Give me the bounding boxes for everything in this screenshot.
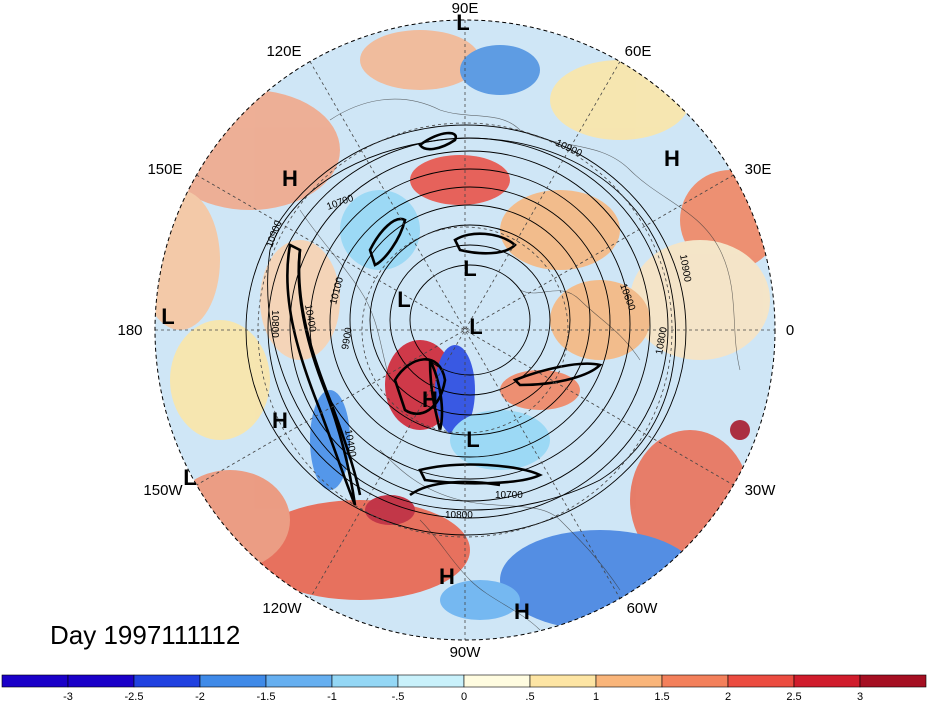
colorbar-swatch <box>397 674 465 688</box>
lon-label-90e: 90E <box>452 0 479 17</box>
colorbar-tick-label: -1 <box>327 691 337 702</box>
colorbar-tick-label: -2 <box>195 691 205 702</box>
contour-label: 10900 <box>677 254 693 284</box>
contour-label: 10800 <box>269 310 280 338</box>
colorbar-swatch <box>331 674 399 688</box>
colorbar-swatch <box>793 674 861 688</box>
colorbar-tick-label: 1 <box>593 691 599 702</box>
high-center: H <box>272 408 288 433</box>
high-center: H <box>514 599 530 624</box>
globe-outline <box>154 19 776 641</box>
colorbar-tick-label: -1.5 <box>257 691 276 702</box>
low-center: L <box>466 427 479 452</box>
jet-contours <box>286 131 603 506</box>
colorbar-tick-label: 2 <box>725 691 731 702</box>
high-center: H <box>282 166 298 191</box>
contour-label: 10800 <box>445 510 473 521</box>
colorbar-tick-label: 3 <box>857 691 863 702</box>
colorbar-tick-label: -3 <box>63 691 73 702</box>
high-center: H <box>664 146 680 171</box>
colorbar-tick-label: 1.5 <box>654 691 669 702</box>
colorbar: -3 -2.5 -2 -1.5 -1 -.5 0 .5 1 1.5 2 2.5 3 <box>1 674 927 702</box>
lon-label-120w: 120W <box>262 600 302 617</box>
colorbar-swatch <box>727 674 795 688</box>
contour-label: 10400 <box>302 304 318 334</box>
lon-label-150e: 150E <box>147 161 182 178</box>
high-center: H <box>422 387 438 412</box>
colorbar-swatch <box>859 674 927 688</box>
lon-label-60e: 60E <box>625 43 652 60</box>
lon-label-60w: 60W <box>627 600 659 617</box>
lon-label-150w: 150W <box>143 482 183 499</box>
colorbar-swatch <box>595 674 663 688</box>
colorbar-tick-label: 0 <box>461 691 467 702</box>
pressure-centers: L H H L L L L H H L L H H <box>161 10 680 624</box>
contour-label: 10700 <box>495 490 523 501</box>
low-center: L <box>456 10 469 35</box>
low-center: L <box>161 304 174 329</box>
contour-label: 10400 <box>342 429 358 459</box>
low-center: L <box>397 287 410 312</box>
lon-label-30w: 30W <box>745 482 777 499</box>
colorbar-swatch <box>265 674 333 688</box>
contour-label: 10800 <box>654 326 670 356</box>
lon-label-0: 0 <box>786 322 794 339</box>
high-center: H <box>439 564 455 589</box>
longitude-labels: 90E 60E 30E 0 30W 60W 90W 120W 150W 180 … <box>117 0 794 661</box>
graticule <box>155 20 775 640</box>
lon-label-120e: 120E <box>266 43 301 60</box>
colorbar-tick-label: .5 <box>525 691 534 702</box>
colorbar-swatch <box>1 674 69 688</box>
colorbar-swatch <box>463 674 531 688</box>
low-center: L <box>183 465 196 490</box>
colorbar-tick-label: -2.5 <box>125 691 144 702</box>
colorbar-ticks: -3 -2.5 -2 -1.5 -1 -.5 0 .5 1 1.5 2 2.5 3 <box>63 691 863 702</box>
colorbar-swatch <box>133 674 201 688</box>
colorbar-tick-label: 2.5 <box>786 691 801 702</box>
lon-label-30e: 30E <box>745 161 772 178</box>
low-center: L <box>463 256 476 281</box>
contour-label: 9900 <box>340 326 355 350</box>
colorbar-swatch <box>67 674 135 688</box>
low-center: L <box>469 314 482 339</box>
colorbar-swatch <box>661 674 729 688</box>
colorbar-swatch <box>199 674 267 688</box>
map-title: Day 1997111112 <box>50 620 241 650</box>
colorbar-swatch <box>529 674 597 688</box>
colorbar-tick-label: -.5 <box>392 691 405 702</box>
colorbar-swatches <box>1 674 927 688</box>
lon-label-90w: 90W <box>450 644 482 661</box>
lon-label-180: 180 <box>117 322 142 339</box>
